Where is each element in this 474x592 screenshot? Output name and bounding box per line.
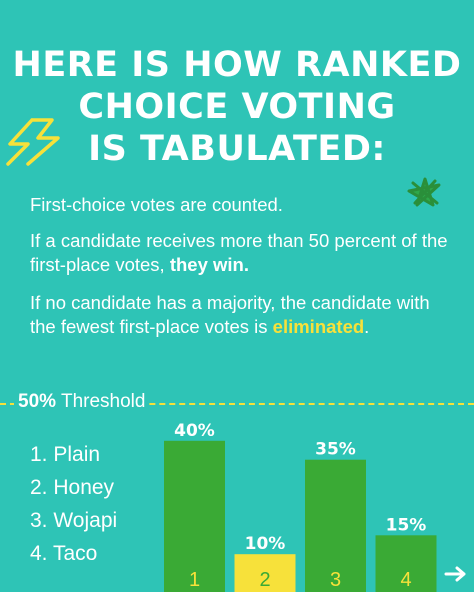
title-line-3: IS TABULATED: (88, 129, 386, 169)
star-scribble-icon (407, 177, 441, 207)
paragraph-majority-emphasis: they win. (169, 254, 249, 275)
data-label: 40% (174, 421, 215, 441)
paragraph-elimination: If no candidate has a majority, the cand… (30, 291, 460, 339)
category-label: 1 (189, 569, 200, 591)
legend-item: 2. Honey (30, 476, 115, 499)
paragraph-elimination-text: If no candidate has a majority, the cand… (30, 292, 430, 337)
bar-1 (164, 440, 225, 592)
paragraph-counting: First-choice votes are counted. (30, 194, 283, 215)
lightning-bolt-icon (6, 118, 60, 166)
category-label: 4 (400, 569, 411, 591)
data-label: 35% (315, 440, 356, 460)
threshold-text: Threshold (60, 391, 146, 412)
threshold-line (0, 403, 474, 405)
title-line-2: CHOICE VOTING (78, 87, 396, 127)
threshold-value: 50% (18, 391, 57, 412)
bar-3 (305, 459, 366, 592)
paragraph-elimination-highlight: eliminated (272, 316, 365, 337)
bar-4 (375, 535, 437, 592)
legend-item: 4. Taco (30, 542, 98, 565)
paragraph-majority: If a candidate receives more than 50 per… (30, 229, 460, 277)
paragraph-majority-text: If a candidate receives more than 50 per… (30, 230, 448, 275)
threshold-label: 50% Threshold (14, 389, 150, 415)
arrow-right-icon (444, 566, 466, 582)
data-label: 15% (386, 515, 427, 535)
bar-2 (234, 554, 296, 592)
legend-item: 3. Wojapi (30, 509, 118, 532)
paragraph-elimination-tail: . (364, 316, 370, 337)
legend-item: 1. Plain (30, 443, 101, 466)
title-line-1: HERE IS HOW RANKED (12, 45, 462, 85)
candidate-legend: 1. Plain 2. Honey 3. Wojapi 4. Taco (30, 438, 117, 570)
category-label: 2 (259, 569, 270, 591)
data-label: 10% (245, 534, 286, 554)
page-title: HERE IS HOW RANKED CHOICE VOTING IS TABU… (0, 44, 474, 170)
category-label: 3 (330, 569, 341, 591)
